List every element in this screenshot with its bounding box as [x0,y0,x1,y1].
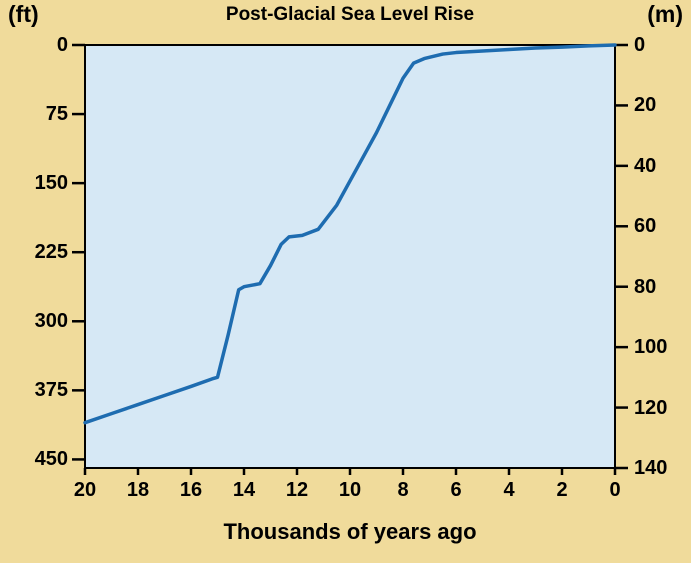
right-axis-tick-label: 0 [634,34,646,56]
right-axis-tick-label: 20 [634,94,657,117]
left-axis-tick-label: 75 [45,103,68,126]
x-axis-tick-label: 8 [397,479,409,501]
right-axis-tick-label: 100 [634,336,668,359]
x-axis-tick-label: 0 [609,479,621,501]
right-axis-tick-label: 40 [634,154,657,177]
left-axis-tick-label: 375 [34,379,68,402]
x-axis-tick-label: 16 [179,479,203,501]
left-axis-tick-label: 0 [56,34,68,56]
x-axis-tick-label: 2 [556,479,568,501]
right-axis-tick-label: 120 [634,396,668,419]
right-axis-tick-label: 140 [634,457,668,479]
x-axis-tick-label: 4 [503,479,515,501]
left-axis-unit-label: (ft) [8,1,39,27]
x-axis-tick-label: 18 [126,479,150,501]
left-axis-tick-label: 300 [34,310,68,333]
right-axis-unit-label: (m) [647,1,683,27]
x-axis-tick-label: 14 [232,479,256,501]
x-axis-tick-label: 6 [450,479,462,501]
x-axis-tick-label: 12 [285,479,309,501]
x-axis-title: Thousands of years ago [223,519,477,544]
left-axis-tick-label: 450 [34,448,68,471]
x-axis-tick-label: 20 [73,479,97,501]
left-axis-tick-label: 150 [34,172,68,195]
right-axis-tick-label: 60 [634,215,657,238]
left-axis-tick-label: 225 [34,241,68,264]
x-axis-tick-label: 10 [338,479,362,501]
right-axis-tick-label: 80 [634,275,657,298]
chart-title: Post-Glacial Sea Level Rise [225,4,475,25]
